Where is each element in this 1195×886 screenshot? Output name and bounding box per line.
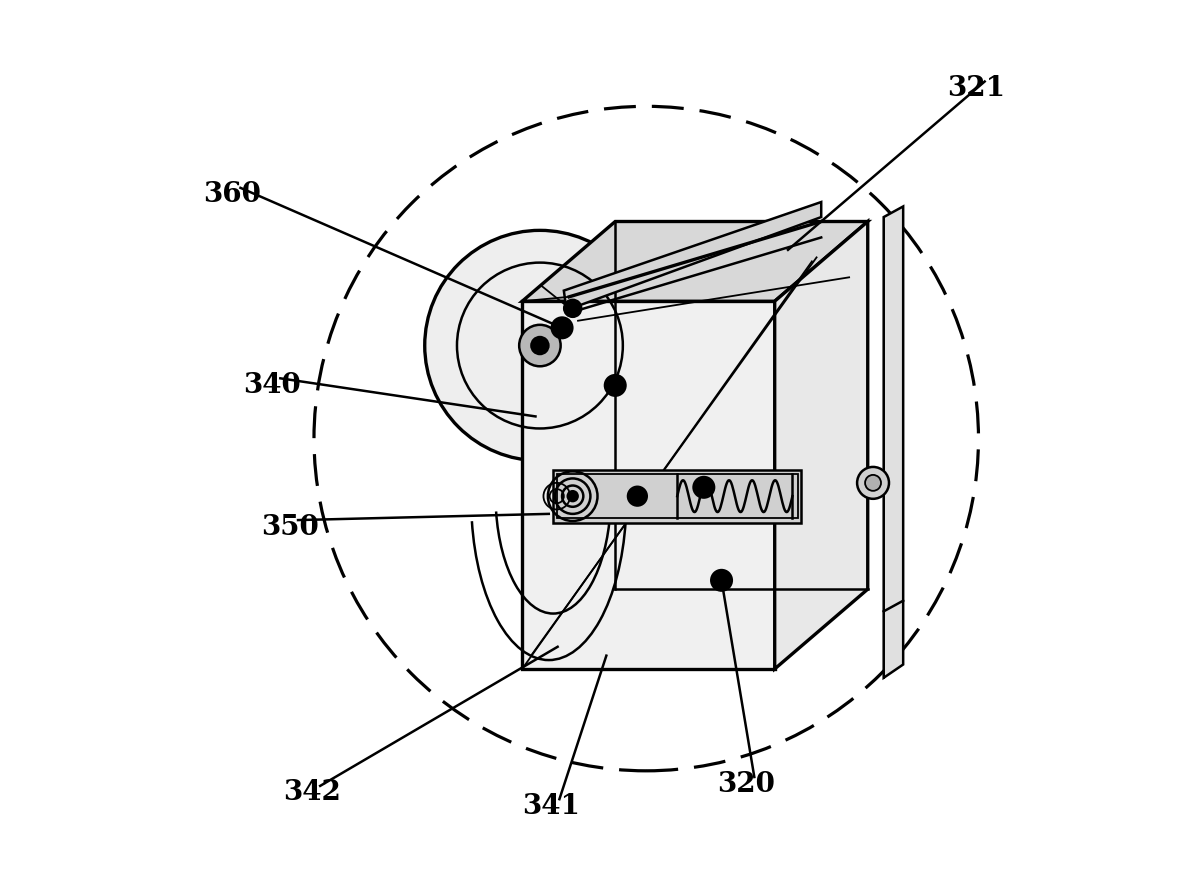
Text: 360: 360 bbox=[203, 182, 261, 208]
Circle shape bbox=[563, 299, 582, 318]
Polygon shape bbox=[774, 222, 868, 669]
Polygon shape bbox=[883, 206, 903, 678]
Polygon shape bbox=[564, 202, 821, 310]
Circle shape bbox=[531, 336, 550, 355]
Circle shape bbox=[865, 475, 881, 491]
Circle shape bbox=[566, 490, 578, 502]
Polygon shape bbox=[522, 222, 868, 301]
Text: 342: 342 bbox=[283, 780, 341, 806]
Circle shape bbox=[551, 316, 574, 339]
Circle shape bbox=[519, 325, 560, 366]
Polygon shape bbox=[522, 301, 774, 669]
Circle shape bbox=[857, 467, 889, 499]
Polygon shape bbox=[553, 470, 802, 523]
Text: 321: 321 bbox=[948, 75, 1005, 102]
Circle shape bbox=[424, 230, 655, 461]
Text: 320: 320 bbox=[717, 771, 776, 797]
Circle shape bbox=[603, 374, 626, 397]
Circle shape bbox=[710, 569, 733, 592]
Text: 350: 350 bbox=[261, 514, 319, 540]
Circle shape bbox=[692, 476, 716, 499]
Text: 340: 340 bbox=[243, 372, 301, 399]
Circle shape bbox=[626, 486, 648, 507]
Text: 341: 341 bbox=[522, 793, 580, 820]
